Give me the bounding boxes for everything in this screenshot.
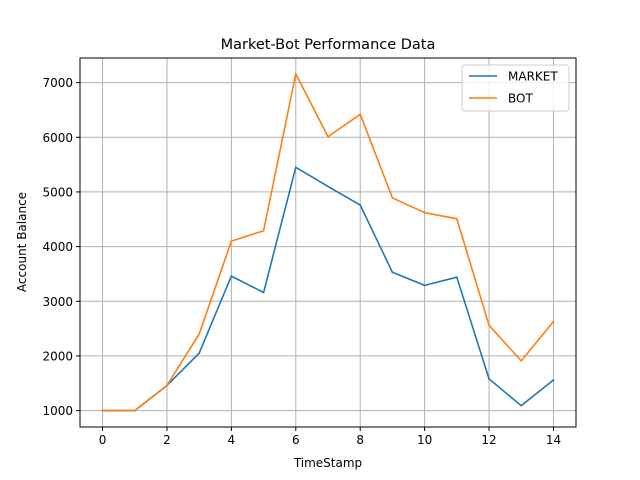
data-point-bot bbox=[455, 217, 458, 220]
data-point-bot bbox=[520, 359, 523, 362]
data-point-bot bbox=[262, 229, 265, 232]
y-tick-label: 2000 bbox=[42, 349, 73, 363]
data-point-market bbox=[327, 185, 329, 188]
data-point-market bbox=[294, 166, 297, 169]
x-tick-label: 8 bbox=[356, 433, 364, 447]
data-point-market bbox=[488, 377, 490, 380]
data-point-bot bbox=[294, 72, 297, 75]
y-tick-label: 4000 bbox=[42, 240, 73, 254]
plot-area bbox=[80, 58, 576, 427]
y-axis-title: Account Balance bbox=[15, 192, 29, 292]
data-point-market bbox=[455, 276, 458, 279]
x-tick-label: 0 bbox=[99, 433, 107, 447]
data-point-market bbox=[198, 352, 201, 355]
y-tick-label: 7000 bbox=[42, 76, 73, 90]
data-point-bot bbox=[391, 197, 394, 199]
data-point-bot bbox=[166, 384, 168, 387]
data-point-bot bbox=[423, 211, 426, 214]
data-point-bot bbox=[101, 409, 104, 412]
plot-frame bbox=[79, 57, 577, 428]
data-point-market bbox=[230, 275, 233, 278]
data-point-bot bbox=[327, 135, 329, 138]
y-tick-label: 1000 bbox=[42, 404, 73, 418]
data-point-bot bbox=[230, 240, 233, 243]
legend-label-market: MARKET bbox=[508, 70, 558, 84]
x-axis-title: TimeStamp bbox=[293, 456, 362, 470]
data-point-market bbox=[359, 204, 362, 206]
y-tick-label: 3000 bbox=[42, 295, 73, 309]
data-point-bot bbox=[133, 409, 136, 412]
data-point-market bbox=[262, 291, 265, 294]
y-tick-label: 5000 bbox=[42, 185, 73, 199]
data-point-bot bbox=[488, 324, 490, 327]
data-point-market bbox=[423, 284, 426, 287]
data-point-bot bbox=[359, 113, 362, 116]
x-tick-label: 14 bbox=[546, 433, 561, 447]
x-tick-label: 4 bbox=[228, 433, 236, 447]
x-tick-label: 10 bbox=[417, 433, 432, 447]
series-lines bbox=[101, 72, 555, 412]
x-tick-label: 12 bbox=[481, 433, 496, 447]
y-tick-label: 6000 bbox=[42, 131, 73, 145]
x-tick-label: 2 bbox=[163, 433, 171, 447]
legend-label-bot: BOT bbox=[508, 92, 533, 106]
data-point-market bbox=[391, 271, 394, 274]
data-point-market bbox=[552, 379, 555, 381]
axis-ticks: 0 2 4 6 8 10 12 14 1000 2000 3000 4000 5000 6000 7000 bbox=[42, 76, 561, 447]
legend: MARKET BOT bbox=[461, 64, 570, 112]
x-tick-label: 6 bbox=[292, 433, 300, 447]
chart-title: Market-Bot Performance Data bbox=[221, 37, 436, 53]
data-point-bot bbox=[552, 320, 555, 323]
data-point-market bbox=[520, 404, 523, 407]
data-point-bot bbox=[198, 333, 201, 335]
